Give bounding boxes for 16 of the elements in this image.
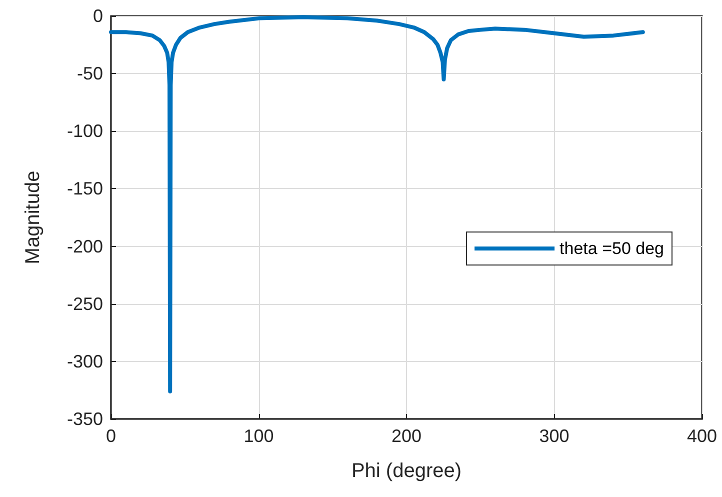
y-tick-label: -100 [66,121,103,142]
x-axis-title: Phi (degree) [351,460,462,482]
y-tick-label: -350 [66,409,103,429]
y-tick-label: -50 [76,64,103,84]
y-tick-label: -150 [66,178,103,199]
y-tick-label: 0 [92,6,103,26]
y-tick-label: -200 [66,236,103,256]
y-tick-label: -300 [66,351,103,372]
x-tick-label: 300 [539,426,570,446]
x-tick-label: 100 [244,426,274,446]
y-tick-label: -250 [66,294,103,314]
y-axis-title: Magnitude [22,170,44,264]
x-tick-label: 200 [391,426,422,446]
x-tick-label: 0 [106,426,116,446]
x-tick-label: 400 [686,426,718,446]
legend-label: theta =50 deg [560,239,664,258]
